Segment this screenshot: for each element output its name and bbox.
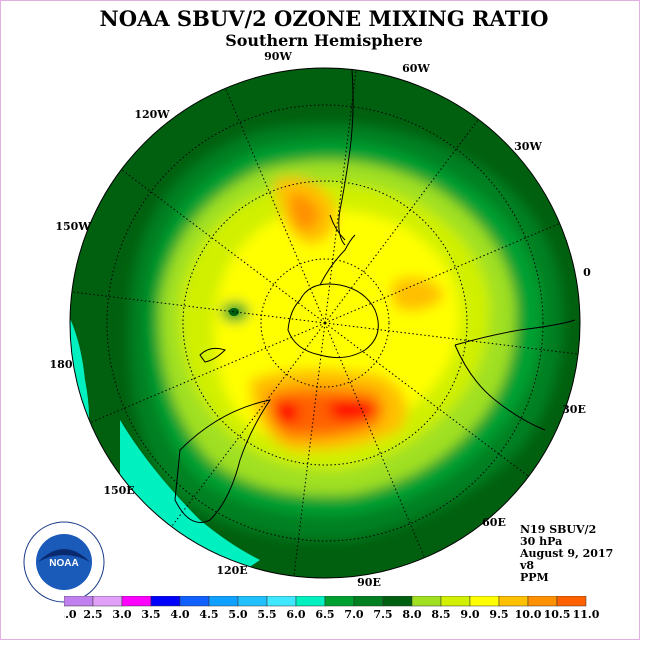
antarctic-peninsula [319,234,356,286]
longitude-label: 90W [264,50,292,63]
color-legend: 2.0 2.5 3.0 3.5 4.0 4.5 5.0 5.5 6.0 6.5 7.0 7.5 8.0 8… [64,596,600,621]
meridian-line [224,88,326,324]
map-subtitle: Southern Hemisphere [225,31,423,50]
coastlines [174,69,576,523]
meridian-line [171,322,326,527]
field-orange-north [289,194,320,231]
meridian-line [121,169,326,324]
africa-coast [454,319,576,431]
meridian-line [324,222,560,324]
figure-frame [0,0,640,640]
longitude-labels: 90W 60W 30W 0 30E 60E 90E 120E 150E 180 150W 120W [50,50,592,589]
info-version: v8 [520,559,535,572]
field-orange-yellow-east [391,277,445,311]
legend-swatch [64,596,94,607]
longitude-label: 150W [55,220,91,233]
legend-tick-label: 9.5 [489,608,508,621]
meridian-line [293,322,326,577]
legend-swatch [411,596,442,607]
legend-swatch [208,596,239,607]
legend-tick-label: 2.0 [64,608,77,621]
legend-tick-label: 3.5 [141,608,160,621]
meridian-line [324,322,426,558]
legend-tick-label: 5.5 [257,608,276,621]
latitude-circle-45s [106,104,544,542]
logo-bird [38,549,90,562]
longitude-label: 180 [50,358,73,371]
legend-tick-label: 4.0 [170,608,189,621]
legend-tick-label: 7.0 [344,608,363,621]
new-zealand-coast [199,347,226,363]
noaa-logo: NOAA [23,521,105,603]
legend-tick-label: 8.5 [431,608,450,621]
legend-tick-label: 6.5 [315,608,334,621]
legend-swatch [266,596,297,607]
legend-tick-label: 10.0 [515,608,542,621]
legend-swatch [150,596,181,607]
legend-swatch [121,596,152,607]
info-date: August 9, 2017 [520,547,614,560]
legend-tick-label: 2.5 [83,608,102,621]
meridian-line [71,291,326,324]
antarctica-coast [287,283,379,359]
field-dark-spot [229,308,239,316]
legend-tick-label: 3.0 [112,608,131,621]
legend-tick-label: 5.0 [228,608,247,621]
meridian-line [324,119,479,324]
ozone-field [70,68,580,578]
legend-swatch [440,596,471,607]
legend-swatch [237,596,268,607]
meridian-line [324,322,579,355]
longitude-label: 90E [357,576,381,589]
south-america-coast [329,69,354,246]
legend-swatch [324,596,355,607]
meridian-line [324,69,357,324]
longitude-label: 0 [583,266,591,279]
legend-swatch [382,596,413,607]
legend-tick-label: 11.0 [573,608,600,621]
longitude-label: 120E [216,564,247,577]
legend-tick-label: 6.0 [286,608,305,621]
meridian-line [324,322,529,477]
legend-swatch [527,596,558,607]
graticule [71,69,579,577]
field-red-east [328,400,380,420]
info-level: 30 hPa [520,535,563,548]
legend-swatch [295,596,326,607]
info-satellite: N19 SBUV/2 [520,523,597,536]
legend-tick-label: 7.5 [373,608,392,621]
longitude-label: 30W [514,140,542,153]
latitude-circle-60s [182,180,468,466]
meridian-line [90,322,326,424]
longitude-label: 120W [134,108,170,121]
australia-coast [174,399,272,523]
legend-swatch [92,596,123,607]
legend-swatch [556,596,587,607]
logo-text: NOAA [49,558,78,569]
legend-tick-label: 8.0 [402,608,421,621]
map-border [69,67,581,579]
info-units: PPM [520,571,549,584]
legend-tick-label: 10.5 [544,608,571,621]
latitude-circle-75s [260,258,390,388]
longitude-label: 30E [562,403,586,416]
legend-swatch [179,596,210,607]
legend-swatch [498,596,529,607]
legend-tick-label: 4.5 [199,608,218,621]
longitude-label: 150E [103,484,134,497]
longitude-label: 60E [482,516,506,529]
legend-swatch [469,596,500,607]
longitude-label: 60W [402,62,430,75]
logo-disc [36,534,92,590]
field-cyan-southwest [120,420,260,578]
field-red-west [275,401,300,425]
info-block: N19 SBUV/2 30 hPa August 9, 2017 v8 PPM [520,524,613,584]
map-title: NOAA SBUV/2 OZONE MIXING RATIO [99,6,549,31]
legend-tick-label: 9.0 [460,608,479,621]
legend-swatch [353,596,384,607]
